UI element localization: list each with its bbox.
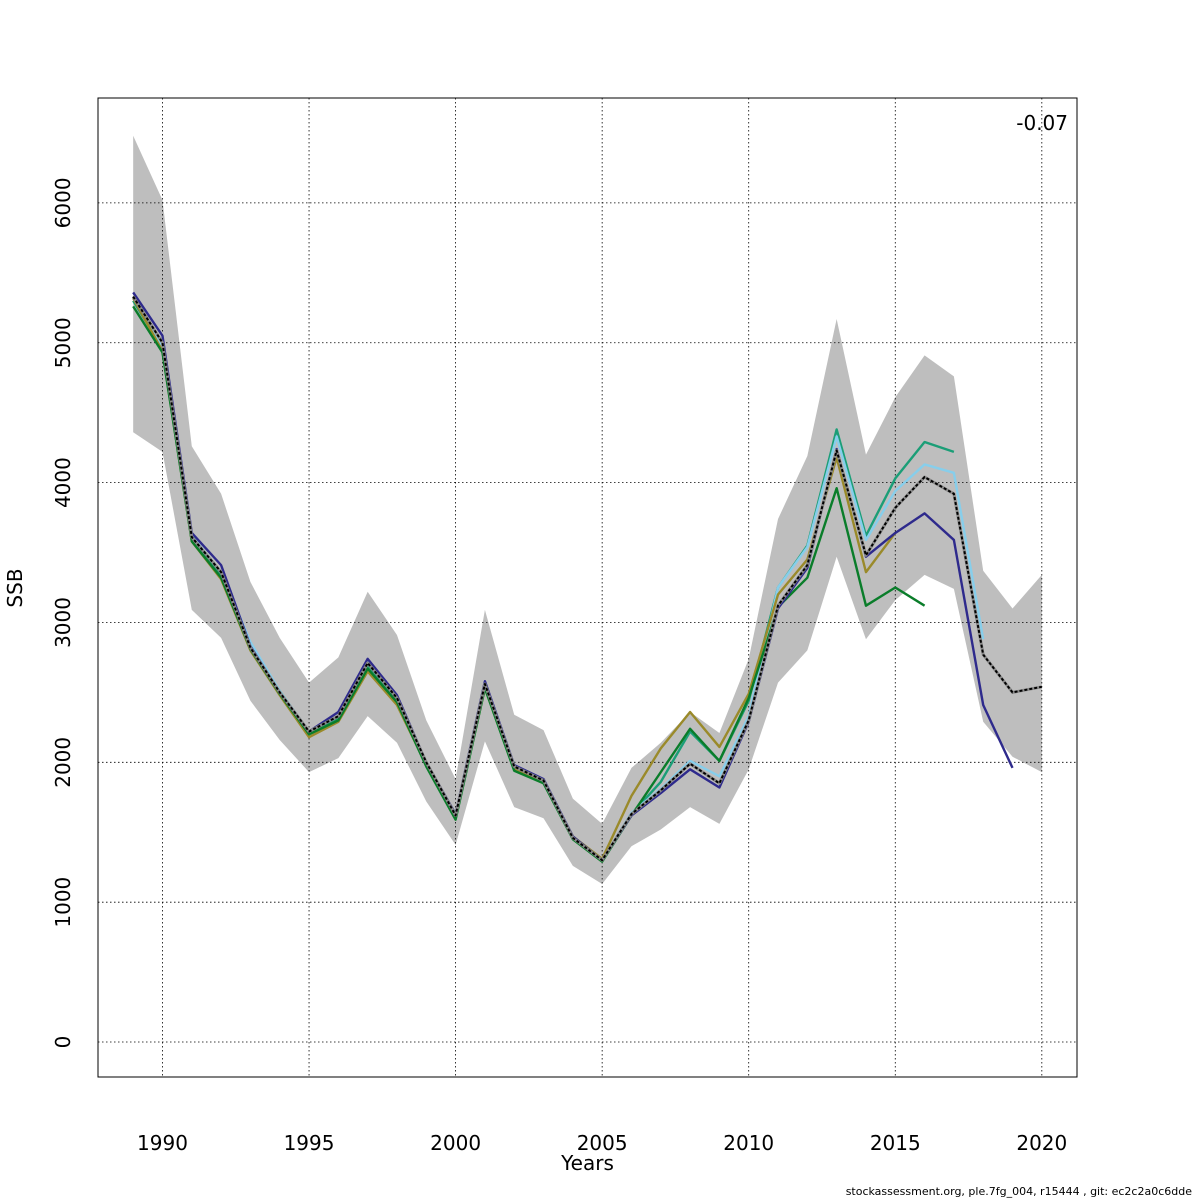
y-tick-label: 1000 [51,877,75,928]
series-layer [131,291,1043,863]
footer-credit: stockassessment.org, ple.7fg_004, r15444… [845,1185,1192,1198]
y-tick-label: 4000 [51,457,75,508]
x-tick-label: 1995 [284,1131,335,1155]
x-tick-label: 2005 [577,1131,628,1155]
series-line-5 [132,296,1043,862]
axis-layer: 1990 1995 2000 2005 2010 2015 2020 0 1000 2000 300… [51,177,1067,1155]
y-tick-label: 0 [51,1036,75,1049]
confidence-band [133,135,1042,884]
confidence-band-layer [133,135,1042,884]
x-axis-title: Years [560,1151,614,1175]
x-tick-label: 2020 [1016,1131,1067,1155]
y-tick-label: 5000 [51,317,75,368]
y-tick-label: 2000 [51,737,75,788]
y-axis-title: SSB [3,568,27,607]
y-tick-label: 6000 [51,177,75,228]
x-tick-label: 2015 [870,1131,921,1155]
x-tick-label: 2010 [723,1131,774,1155]
chart-annotation: -0.07 [1016,111,1068,135]
plot-frame [97,97,1078,1078]
x-tick-label: 1990 [137,1131,188,1155]
y-tick-label: 3000 [51,597,75,648]
x-tick-label: 2000 [430,1131,481,1155]
